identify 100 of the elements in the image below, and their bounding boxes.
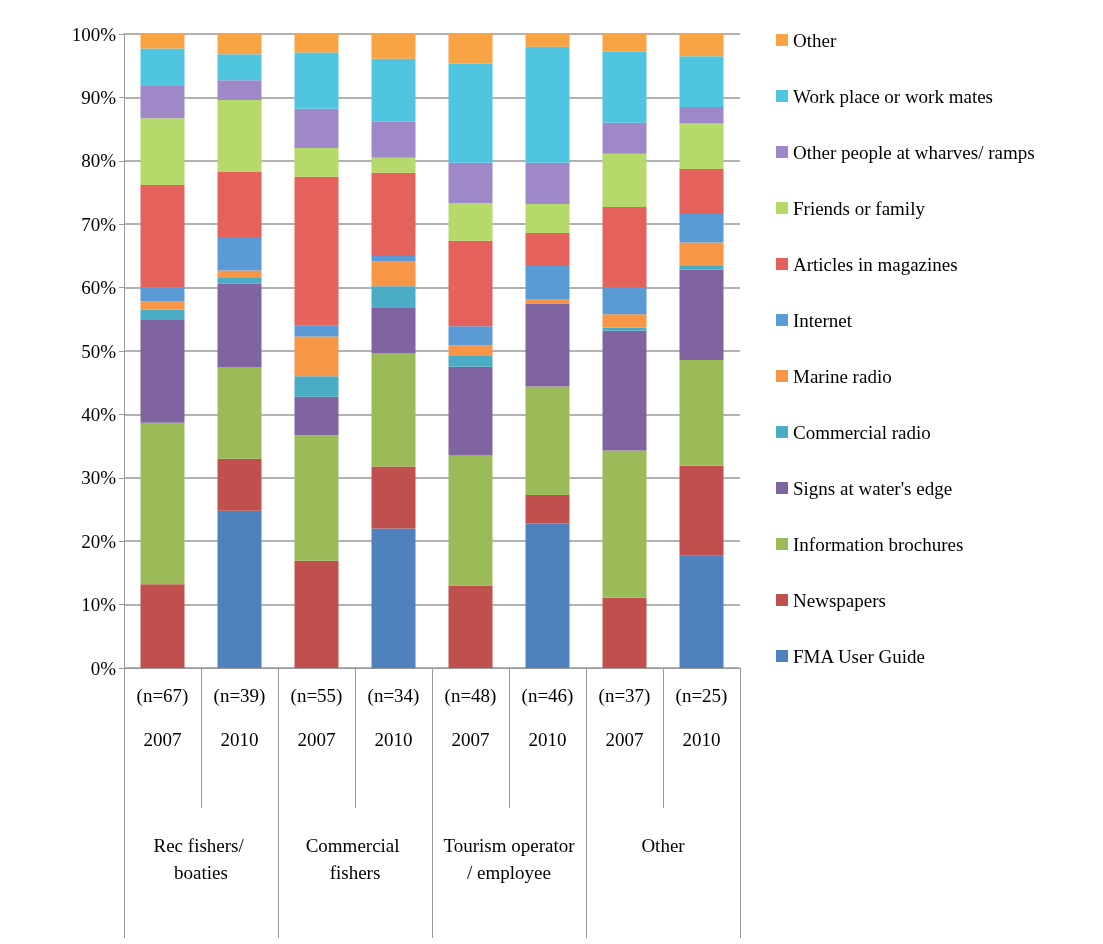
category-label: (n=25) 2010 bbox=[675, 684, 728, 750]
bar bbox=[217, 270, 262, 279]
bar bbox=[679, 242, 724, 267]
bar bbox=[448, 356, 493, 367]
legend-label: Other people at wharves/ ramps bbox=[793, 141, 1035, 163]
bar bbox=[217, 236, 262, 271]
bar bbox=[602, 450, 647, 598]
bar bbox=[448, 366, 493, 456]
category-label: (n=37) 2007 bbox=[598, 684, 651, 750]
bar bbox=[525, 523, 570, 668]
bar bbox=[140, 287, 185, 302]
bar bbox=[602, 327, 647, 331]
bar bbox=[525, 233, 570, 267]
bar bbox=[602, 314, 647, 328]
y-tick-label: 70% bbox=[81, 213, 117, 235]
bar bbox=[679, 34, 724, 57]
bar bbox=[525, 299, 570, 304]
bar bbox=[602, 597, 647, 668]
bar bbox=[294, 108, 339, 149]
bar bbox=[217, 283, 262, 368]
bar bbox=[371, 172, 416, 256]
bar bbox=[217, 367, 262, 459]
y-tick-label: 10% bbox=[81, 594, 117, 616]
bar bbox=[525, 34, 570, 47]
bar bbox=[602, 122, 647, 154]
y-tick-label: 20% bbox=[81, 530, 117, 552]
y-tick-label: 50% bbox=[81, 340, 117, 362]
legend-label: Other bbox=[793, 29, 837, 51]
text: Rec fishers/ boaties bbox=[153, 835, 249, 883]
legend-label: Internet bbox=[793, 309, 853, 331]
bar bbox=[217, 99, 262, 172]
bar bbox=[140, 584, 185, 668]
bar bbox=[679, 214, 724, 243]
bar bbox=[140, 34, 185, 49]
bar bbox=[371, 466, 416, 529]
bar bbox=[217, 278, 262, 284]
bar bbox=[371, 286, 416, 308]
bar bbox=[140, 309, 185, 320]
legend-label: Information brochures bbox=[793, 533, 964, 555]
legend-label: Work place or work mates bbox=[793, 85, 994, 107]
bar bbox=[294, 325, 339, 337]
bar bbox=[371, 121, 416, 158]
bar bbox=[525, 386, 570, 495]
bar bbox=[371, 58, 416, 122]
category-label: (n=34) 2010 bbox=[367, 684, 420, 750]
text: Tourism operator/ employee bbox=[443, 835, 576, 883]
bar bbox=[679, 56, 724, 107]
bar bbox=[294, 148, 339, 177]
bar bbox=[217, 510, 262, 668]
bar bbox=[217, 171, 262, 237]
bar bbox=[602, 330, 647, 451]
text: Commercial fishers bbox=[305, 835, 405, 883]
text: Other bbox=[641, 835, 686, 856]
bar bbox=[294, 52, 339, 109]
bar bbox=[140, 118, 185, 185]
bar bbox=[294, 34, 339, 53]
bar bbox=[294, 560, 339, 668]
bar bbox=[294, 336, 339, 377]
bar bbox=[294, 435, 339, 561]
bar bbox=[140, 301, 185, 310]
bar bbox=[525, 203, 570, 234]
bar bbox=[679, 555, 724, 668]
bar bbox=[602, 153, 647, 208]
bar bbox=[448, 63, 493, 163]
bar bbox=[140, 48, 185, 86]
legend-label: Newspapers bbox=[793, 589, 886, 611]
legend-label: Marine radio bbox=[793, 365, 892, 387]
bar bbox=[602, 34, 647, 52]
bar bbox=[679, 359, 724, 466]
bar bbox=[448, 345, 493, 357]
bar bbox=[294, 396, 339, 436]
bar bbox=[371, 353, 416, 467]
bar bbox=[140, 422, 185, 585]
bar bbox=[217, 34, 262, 55]
bar bbox=[371, 307, 416, 354]
bar bbox=[679, 269, 724, 360]
y-tick-label: 90% bbox=[81, 86, 117, 108]
category-label: (n=55) 2007 bbox=[290, 684, 343, 750]
legend-label: Friends or family bbox=[793, 197, 926, 219]
bar bbox=[525, 494, 570, 524]
y-tick-label: 80% bbox=[81, 150, 117, 172]
category-label: (n=39) 2010 bbox=[213, 684, 266, 750]
legend-label: FMA User Guide bbox=[793, 645, 925, 667]
category-label: (n=67) 2007 bbox=[136, 684, 189, 750]
y-tick-label: 30% bbox=[81, 467, 117, 489]
bar bbox=[448, 326, 493, 346]
category-label: (n=48) 2007 bbox=[444, 684, 497, 750]
bar bbox=[140, 184, 185, 288]
bar bbox=[602, 207, 647, 287]
bar bbox=[602, 286, 647, 315]
bar bbox=[448, 585, 493, 668]
bar bbox=[525, 162, 570, 204]
y-tick-label: 40% bbox=[81, 403, 117, 425]
bar bbox=[448, 203, 493, 241]
bar bbox=[371, 528, 416, 668]
bar bbox=[371, 261, 416, 287]
bar bbox=[140, 319, 185, 423]
bar bbox=[371, 34, 416, 59]
bar bbox=[679, 465, 724, 556]
legend-label: Articles in magazines bbox=[793, 253, 958, 275]
